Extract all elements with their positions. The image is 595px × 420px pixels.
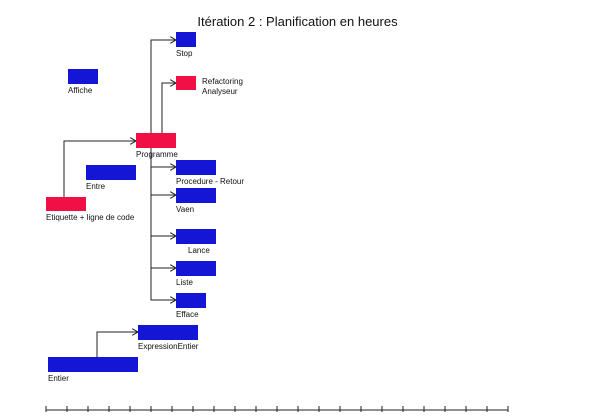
time-axis-ticks	[46, 406, 508, 412]
